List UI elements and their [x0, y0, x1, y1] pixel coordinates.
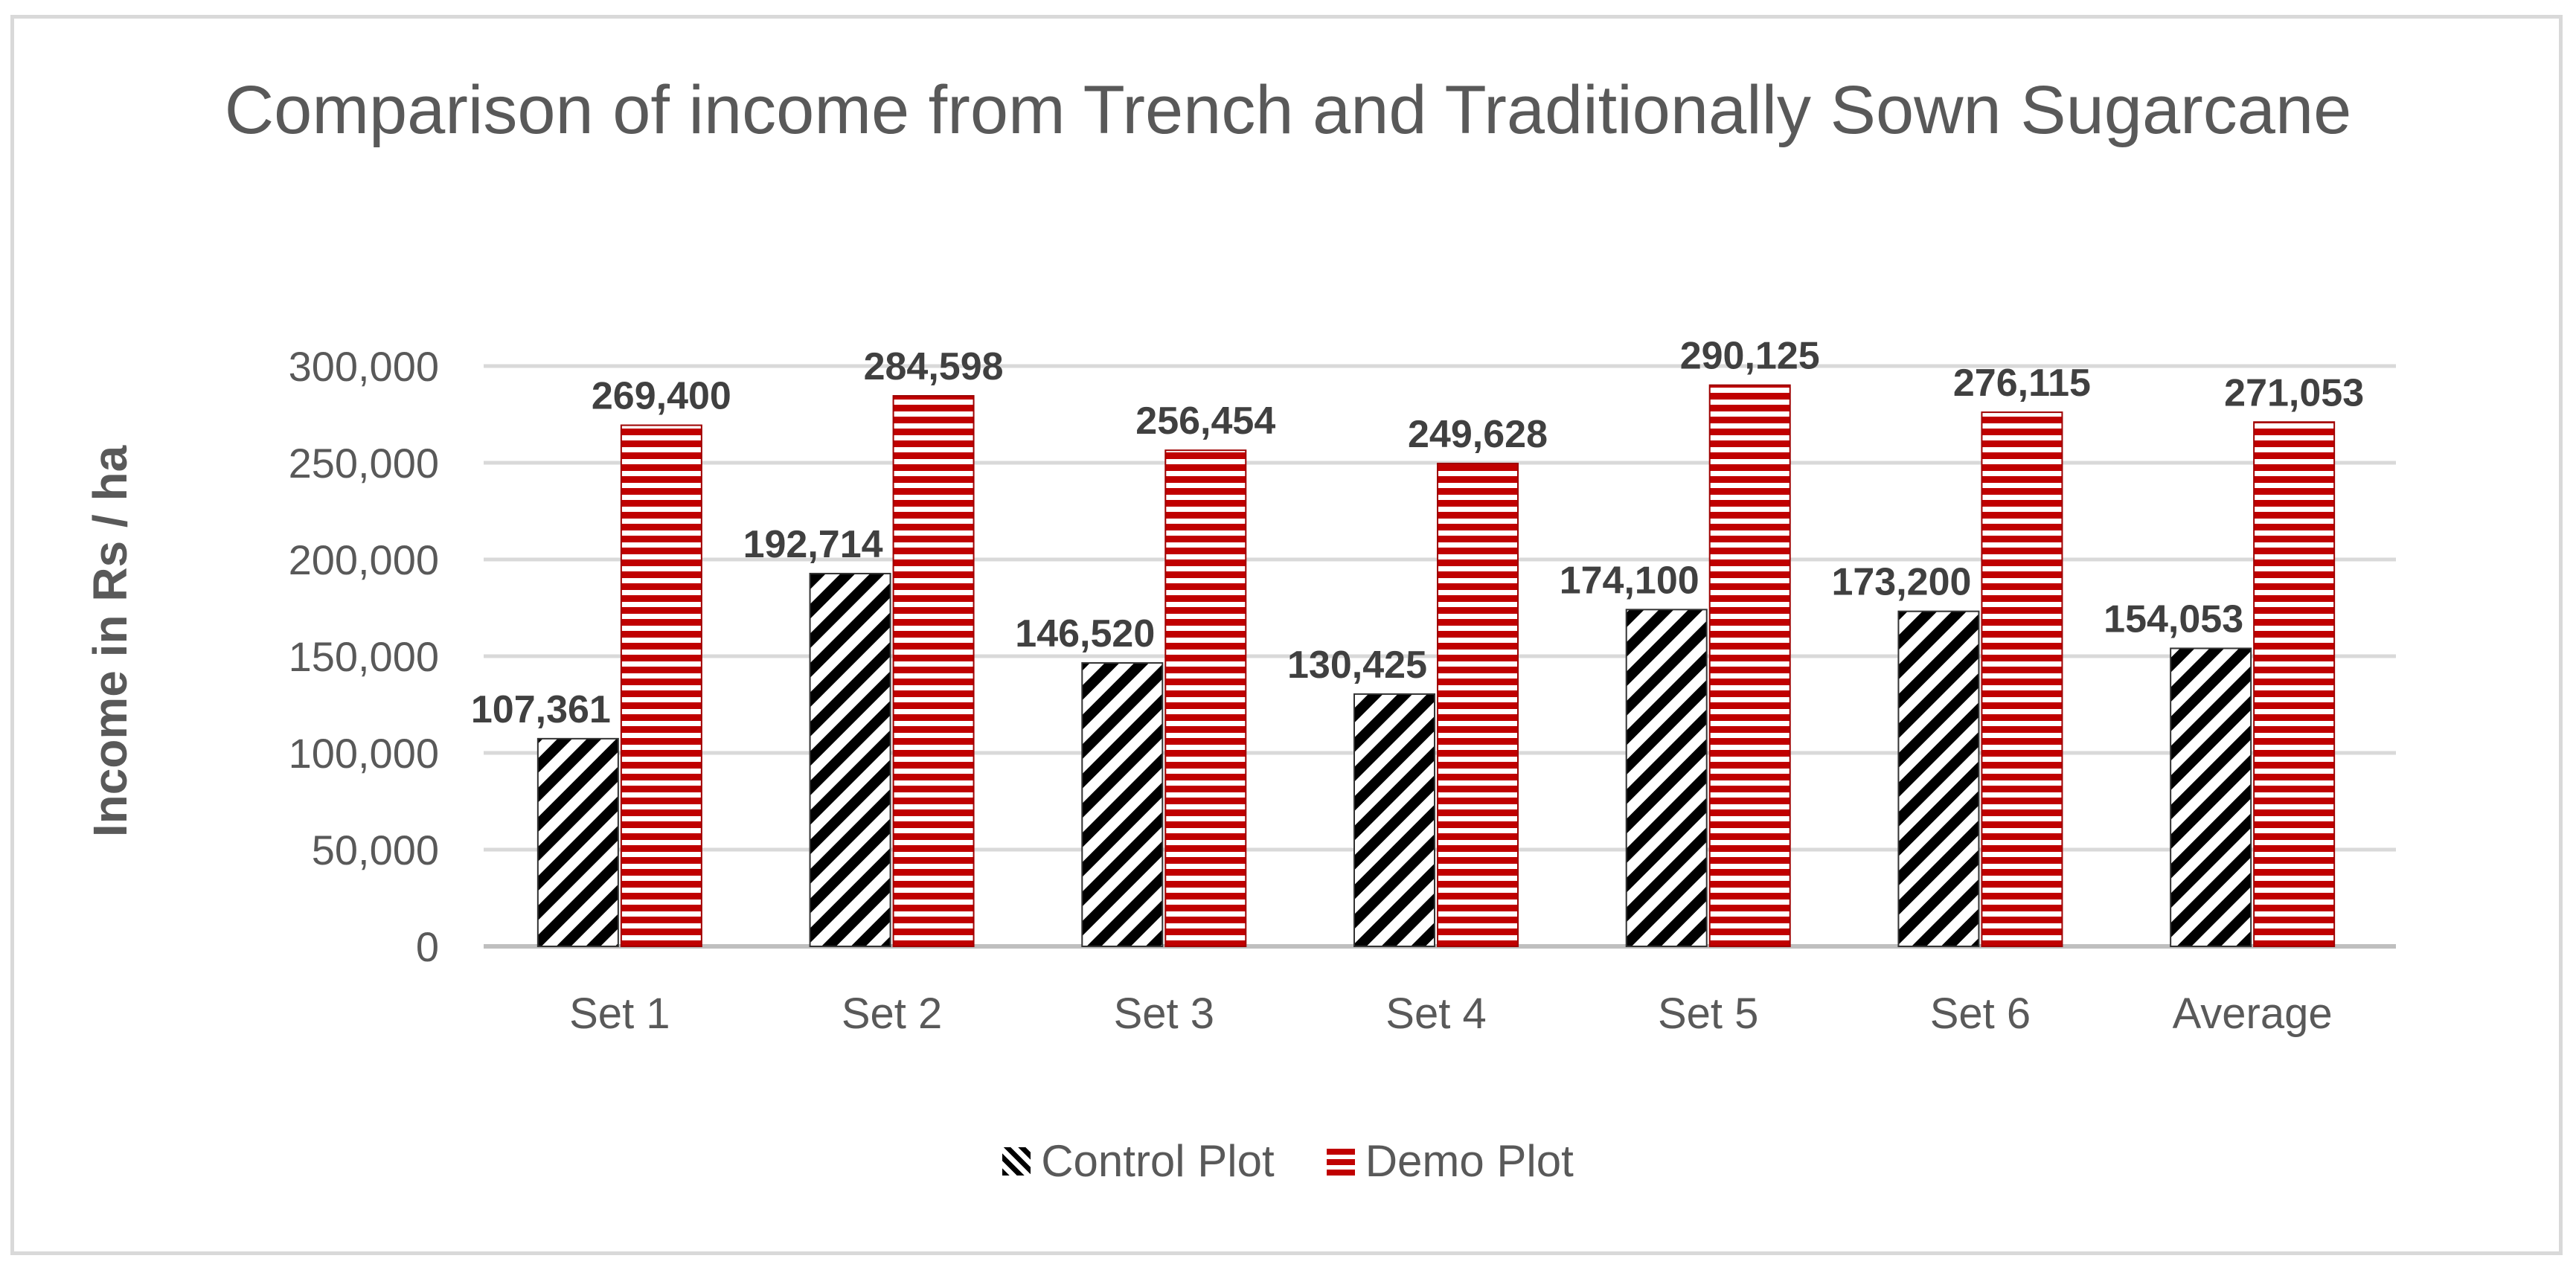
legend-item-control: Control Plot: [1002, 1135, 1275, 1187]
legend: Control Plot Demo Plot: [0, 1135, 2576, 1187]
bar-demo-set-6: [1981, 411, 2063, 947]
data-label-demo: 256,454: [1135, 400, 1275, 443]
x-tick-label: Set 5: [1658, 990, 1758, 1038]
y-tick-label: 300,000: [289, 343, 439, 390]
data-label-demo: 276,115: [1953, 362, 2091, 405]
bar-demo-average: [2253, 421, 2336, 947]
bar-control-set-2: [809, 572, 891, 947]
chart-frame: [10, 15, 2563, 1255]
data-label-control: 154,053: [2104, 597, 2243, 641]
data-label-control: 130,425: [1287, 644, 1427, 687]
bar-control-average: [2170, 647, 2252, 948]
legend-label-demo: Demo Plot: [1365, 1136, 1574, 1186]
x-tick-label: Set 1: [569, 990, 670, 1038]
bar-control-set-6: [1897, 610, 1980, 947]
bar-demo-set-3: [1164, 449, 1247, 947]
chart-title: Comparison of income from Trench and Tra…: [224, 72, 2352, 148]
legend-swatch-control: [1002, 1146, 1031, 1176]
data-label-demo: 249,628: [1408, 413, 1548, 456]
data-label-demo: 290,125: [1680, 335, 1820, 378]
data-label-demo: 284,598: [864, 345, 1004, 388]
legend-swatch-demo: [1326, 1146, 1355, 1176]
bar-control-set-3: [1081, 662, 1164, 947]
y-tick-label: 0: [416, 923, 439, 970]
data-label-demo: 269,400: [592, 375, 731, 418]
data-label-control: 107,361: [471, 688, 611, 731]
y-tick-label: 50,000: [312, 827, 439, 873]
y-tick-label: 100,000: [289, 730, 439, 777]
x-tick-label: Set 6: [1930, 990, 2031, 1038]
bar-demo-set-4: [1437, 462, 1519, 947]
y-tick-label: 250,000: [289, 440, 439, 487]
x-tick-label: Set 3: [1114, 990, 1214, 1038]
bar-control-set-5: [1625, 609, 1708, 948]
x-tick-label: Set 2: [842, 990, 942, 1038]
data-label-control: 146,520: [1015, 612, 1155, 655]
data-label-control: 192,714: [743, 523, 883, 566]
bar-control-set-1: [536, 737, 619, 947]
y-tick-label: 150,000: [289, 633, 439, 680]
bar-demo-set-1: [620, 424, 702, 947]
y-tick-label: 200,000: [289, 536, 439, 583]
x-tick-label: Set 4: [1385, 990, 1486, 1038]
bar-control-set-4: [1353, 693, 1435, 948]
bar-demo-set-5: [1708, 384, 1791, 947]
legend-item-demo: Demo Plot: [1326, 1135, 1574, 1187]
x-tick-label: Average: [2173, 990, 2333, 1038]
bar-demo-set-2: [892, 395, 975, 947]
data-label-control: 174,100: [1560, 559, 1699, 602]
legend-label-control: Control Plot: [1041, 1136, 1275, 1186]
data-label-control: 173,200: [1831, 561, 1971, 604]
data-label-demo: 271,053: [2224, 371, 2364, 414]
